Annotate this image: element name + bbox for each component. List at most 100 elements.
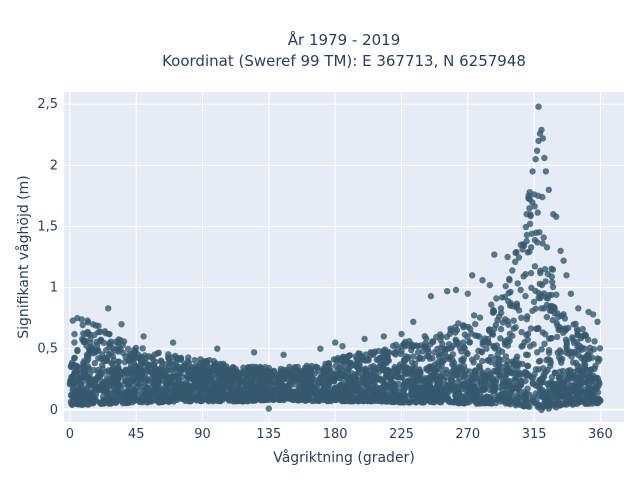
scatter-point: [469, 375, 476, 382]
scatter-point: [563, 272, 570, 279]
scatter-point: [380, 333, 387, 340]
scatter-point: [436, 331, 444, 338]
scatter-point: [517, 241, 524, 248]
scatter-point: [313, 391, 320, 398]
scatter-point: [72, 392, 79, 399]
scatter-point: [560, 257, 567, 264]
scatter-point: [105, 367, 112, 374]
scatter-point: [583, 366, 591, 374]
chart-subtitle: Koordinat (Sweref 99 TM): E 367713, N 62…: [162, 52, 526, 70]
scatter-point: [331, 384, 338, 392]
scatter-point: [355, 350, 362, 357]
scatter-point: [118, 321, 125, 328]
scatter-point: [456, 344, 464, 352]
scatter-point: [479, 369, 487, 376]
scatter-point: [314, 364, 321, 371]
scatter-point: [505, 289, 512, 297]
scatter-point: [197, 395, 204, 403]
scatter-point: [421, 385, 428, 392]
scatter-point: [594, 318, 601, 325]
scatter-point: [545, 405, 552, 412]
scatter-point: [110, 356, 118, 364]
scatter-point: [387, 376, 394, 383]
scatter-point: [81, 337, 88, 344]
scatter-point: [506, 330, 514, 337]
scatter-point: [121, 389, 128, 397]
scatter-point: [222, 391, 230, 398]
scatter-point: [135, 351, 142, 358]
scatter-point: [199, 389, 206, 396]
scatter-point: [394, 369, 401, 376]
scatter-point: [401, 386, 408, 393]
scatter-point: [317, 345, 324, 352]
scatter-point: [352, 383, 359, 391]
scatter-point: [140, 333, 147, 340]
x-tick-label: 360: [588, 427, 613, 442]
scatter-point: [364, 384, 372, 392]
scatter-point: [169, 339, 177, 346]
scatter-point: [347, 359, 355, 367]
scatter-point: [402, 343, 409, 350]
scatter-point: [549, 380, 556, 388]
scatter-point: [497, 335, 504, 342]
scatter-point: [596, 345, 604, 352]
scatter-point: [135, 370, 143, 378]
scatter-point: [554, 349, 561, 356]
scatter-point: [486, 281, 494, 289]
scatter-point: [280, 376, 288, 383]
scatter-point: [534, 383, 542, 390]
scatter-point: [430, 365, 438, 372]
scatter-point: [430, 387, 437, 394]
scatter-point: [439, 340, 446, 348]
scatter-point: [77, 395, 85, 402]
scatter-point: [421, 343, 428, 350]
scatter-point: [536, 357, 544, 364]
scatter-point: [582, 332, 590, 339]
scatter-point: [78, 316, 85, 323]
scatter-point: [472, 369, 479, 376]
scatter-point: [110, 383, 117, 390]
scatter-point: [565, 350, 572, 357]
scatter-point: [524, 362, 532, 370]
scatter-point: [464, 350, 471, 357]
scatter-point: [472, 320, 479, 328]
scatter-point: [497, 309, 505, 317]
scatter-point: [505, 321, 512, 328]
scatter-point: [578, 372, 586, 379]
scatter-point: [408, 377, 415, 384]
scatter-point: [509, 360, 517, 367]
scatter-point: [574, 327, 581, 335]
scatter-point: [131, 394, 139, 401]
x-tick-label: 315: [522, 427, 547, 442]
scatter-point: [156, 392, 163, 399]
scatter-point: [390, 381, 397, 388]
scatter-point: [106, 343, 113, 351]
scatter-point: [138, 375, 145, 383]
scatter-point: [543, 244, 551, 251]
scatter-point: [549, 283, 557, 291]
scatter-point: [410, 353, 417, 360]
scatter-point: [557, 247, 564, 255]
scatter-point: [379, 386, 387, 393]
scatter-point: [512, 369, 519, 376]
scatter-point: [159, 387, 167, 394]
scatter-point: [474, 332, 481, 340]
scatter-point: [585, 355, 593, 363]
scatter-point: [497, 305, 505, 312]
scatter-point: [391, 350, 398, 357]
scatter-point: [525, 195, 532, 202]
scatter-point: [453, 372, 460, 379]
scatter-point: [91, 331, 98, 338]
scatter-point: [208, 364, 215, 371]
scatter-point: [590, 346, 598, 353]
scatter-point: [345, 365, 352, 372]
scatter-point: [498, 356, 505, 364]
scatter-point: [407, 384, 415, 391]
scatter-point: [532, 287, 539, 295]
scatter-point: [79, 321, 86, 329]
scatter-point: [491, 251, 498, 258]
scatter-point: [245, 366, 253, 373]
scatter-point: [498, 348, 506, 355]
scatter-point: [397, 350, 404, 358]
scatter-point: [514, 280, 521, 287]
